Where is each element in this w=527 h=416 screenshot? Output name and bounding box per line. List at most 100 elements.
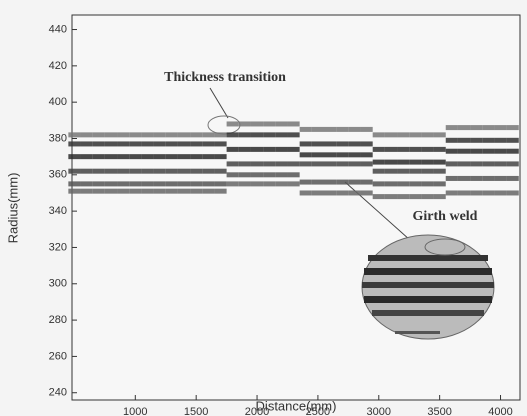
point-band [141,181,154,187]
point-band [409,146,422,152]
point-band [80,132,93,138]
point-band [226,121,239,127]
point-band [153,141,166,147]
point-band [226,181,239,187]
point-band [92,132,105,138]
point-band [348,141,361,147]
point-band [409,181,422,187]
point-band [202,141,215,147]
point-band [275,172,288,178]
y-tick-label: 400 [49,96,67,108]
point-band [92,168,105,174]
point-band [421,159,434,165]
point-band [470,175,483,181]
point-band [311,190,324,196]
point-band [506,137,519,143]
point-band [445,125,458,131]
y-tick-label: 360 [49,169,67,181]
point-band [336,179,349,185]
point-band [336,126,349,132]
point-band [409,168,422,174]
point-band [214,132,227,138]
point-band [433,146,446,152]
point-band [263,172,276,178]
point-band [348,190,361,196]
point-band [263,161,276,167]
point-band [384,168,398,174]
point-band [68,132,81,138]
point-band [214,181,227,187]
point-band [165,188,178,194]
point-band [263,181,276,187]
point-band [397,181,410,187]
point-band [506,161,519,167]
point-band [409,159,422,165]
point-band [177,168,191,174]
point-band [299,190,312,196]
point-band [470,125,483,131]
x-tick-label: 4000 [488,406,512,416]
point-band [190,154,203,160]
point-band [104,188,118,194]
point-band [372,132,385,138]
point-band [470,148,483,154]
point-band [336,161,349,167]
x-tick-label: 1500 [184,406,208,416]
x-tick-label: 3000 [367,406,391,416]
point-band [141,188,154,194]
point-band [129,188,142,194]
point-band [470,161,483,167]
point-band [153,132,166,138]
point-band [153,181,166,187]
point-band [68,181,81,187]
point-band [372,146,385,152]
point-band [482,161,495,167]
annotation: Thickness transition [164,70,286,85]
point-band [80,141,93,147]
point-band [80,168,93,174]
point-band [238,121,251,127]
point-band [238,172,251,178]
point-band [202,188,215,194]
point-band [104,141,118,147]
point-band [482,125,495,131]
point-band [202,181,215,187]
point-band [494,125,507,131]
point-band [226,172,239,178]
point-band [250,121,264,127]
point-band [457,125,471,131]
point-band [397,132,410,138]
point-band [117,154,130,160]
point-band [384,159,398,165]
point-band [299,179,312,185]
point-band [177,132,191,138]
point-band [299,152,312,158]
point-band [92,154,105,160]
point-band [117,132,130,138]
point-band [250,146,264,152]
x-tick-label: 2000 [245,406,269,416]
point-band [482,137,495,143]
point-band [384,194,398,200]
y-tick-label: 280 [49,314,67,326]
point-band [129,154,142,160]
point-band [275,161,288,167]
point-band [238,132,251,138]
point-band [324,190,337,196]
point-band [506,190,519,196]
point-band [457,161,471,167]
point-band [153,188,166,194]
annotation-arrow [209,87,229,119]
point-band [250,161,264,167]
point-band [238,181,251,187]
point-band [457,148,471,154]
point-band [129,132,142,138]
point-band [372,194,385,200]
point-band [360,141,373,147]
point-band [482,148,495,154]
point-band [141,141,154,147]
point-band [470,137,483,143]
point-band [104,132,118,138]
y-tick-label: 240 [49,387,67,399]
